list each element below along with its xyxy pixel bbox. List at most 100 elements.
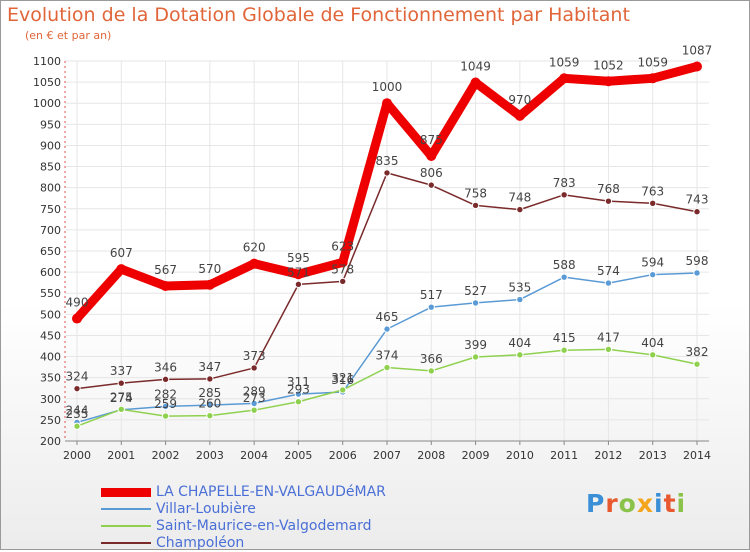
data-label: 275 [110,390,133,404]
y-tick-label: 550 [40,287,61,300]
data-label: 293 [287,383,310,397]
x-tick-label: 2013 [639,449,667,462]
y-tick-label: 700 [40,224,61,237]
legend-swatch [101,542,151,544]
data-label: 595 [287,251,310,265]
data-point [693,360,701,368]
logo-letter: r [605,489,619,518]
data-point [693,269,701,277]
data-label: 758 [464,186,487,200]
data-label: 1087 [682,43,713,57]
data-label: 835 [376,154,399,168]
data-point [383,169,391,177]
data-point [426,151,437,161]
data-point [649,199,657,207]
data-point [339,386,347,394]
data-point [604,345,613,354]
data-label: 321 [331,371,354,385]
chart-subtitle: (en € et par an) [25,29,112,42]
data-point [339,277,347,286]
x-tick-label: 2008 [417,449,445,462]
data-label: 623 [331,239,354,253]
x-tick-label: 2010 [506,449,534,462]
y-tick-label: 900 [40,139,61,152]
data-label: 806 [420,166,443,180]
data-point [294,280,303,289]
legend-label: LA CHAPELLE-EN-VALGAUDéMAR [156,484,386,500]
data-label: 373 [243,349,266,363]
data-point [427,303,435,311]
data-point [516,205,524,214]
data-label: 244 [66,403,89,417]
data-label: 316 [331,373,354,387]
data-label: 382 [686,345,709,359]
data-point [692,61,702,72]
data-labels: 490 607 567 570 620 595 623 1000 875 1049 970 1059 1… [66,43,713,421]
y-tick-label: 350 [40,372,61,385]
legend-label: Villar-Loubière [156,501,256,517]
data-point [514,110,525,121]
y-tick-label: 500 [40,308,61,321]
data-point [560,191,568,199]
data-label: 748 [508,191,531,205]
data-point [427,367,435,375]
chart-title: Evolution de la Dotation Globale de Fonc… [7,4,630,26]
y-tick-label: 450 [40,329,61,342]
data-label: 1000 [372,80,403,94]
y-tick-label: 850 [40,161,61,174]
data-point [250,406,258,414]
y-tick-label: 650 [40,245,61,258]
logo-letter: t [663,489,677,518]
data-label: 235 [66,407,89,421]
data-label: 763 [641,184,664,198]
data-point [649,351,657,359]
x-tick-label: 2000 [63,449,91,462]
x-tick-label: 2014 [683,449,711,462]
data-point [294,390,303,398]
data-point [294,398,303,406]
y-tick-label: 1000 [33,97,61,110]
data-point [73,384,81,393]
data-label: 594 [641,256,664,270]
data-label: 535 [508,281,531,295]
data-label: 324 [66,370,89,384]
data-point [250,364,258,372]
data-label: 404 [641,336,664,350]
data-point [161,375,170,384]
data-point [337,257,348,268]
data-point [471,201,480,210]
x-tick-label: 2012 [594,449,622,462]
legend-swatch [101,508,151,510]
data-point [647,73,658,84]
data-point [382,98,392,109]
data-label: 273 [243,391,266,405]
data-point [470,77,481,88]
data-point [249,258,260,269]
data-label: 567 [154,263,177,277]
y-tick-label: 600 [40,266,61,279]
grid [65,60,709,442]
proxiti-logo: Proxiti [586,489,686,518]
data-label: 490 [66,296,89,310]
data-label: 260 [198,397,221,411]
data-label: 282 [154,387,177,401]
data-point [206,401,214,409]
data-label: 783 [553,176,576,190]
data-point [649,270,657,279]
data-point [693,208,701,216]
x-tick-label: 2001 [107,449,135,462]
data-point [603,76,614,87]
data-point [117,405,125,414]
data-label: 274 [110,391,133,405]
x-tick-label: 2004 [240,449,268,462]
legend-swatch [101,525,151,527]
data-point [293,269,304,280]
x-tick-label: 2006 [329,449,357,462]
data-label: 743 [686,193,709,207]
logo-letter: P [586,489,606,518]
x-tick-label: 2003 [196,449,224,462]
x-tick-label: 2009 [462,449,490,462]
data-label: 337 [110,364,133,378]
data-point [206,375,214,383]
data-point [471,299,480,307]
